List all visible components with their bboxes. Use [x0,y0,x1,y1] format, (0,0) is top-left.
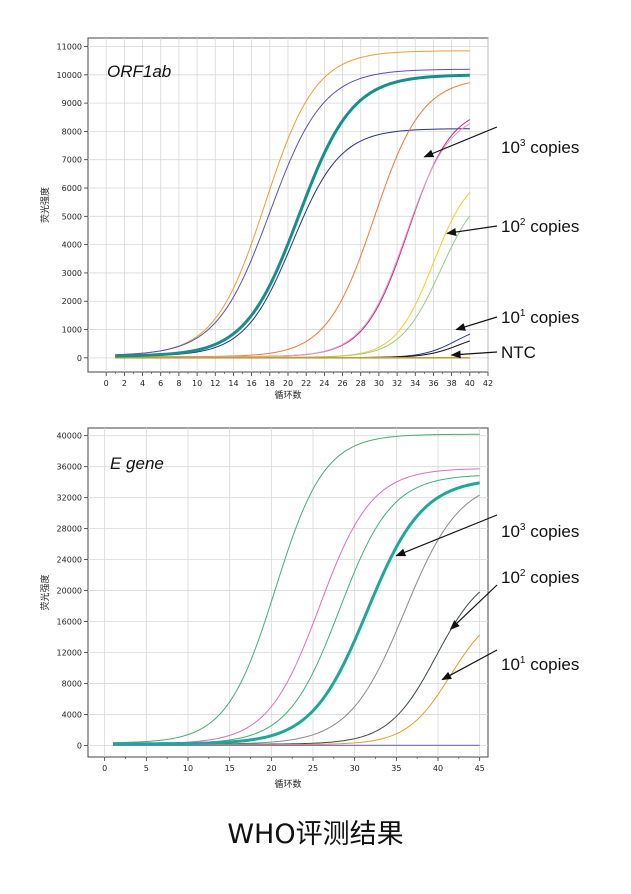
x-tick-label: 10 [183,764,193,773]
x-tick-label: 42 [483,379,493,388]
amplification-curve [115,123,471,358]
x-tick-label: 0 [102,764,107,773]
x-tick-label: 24 [319,379,329,388]
x-tick-label: 16 [247,379,257,388]
x-tick-label: 30 [374,379,384,388]
amplification-curve [112,433,480,744]
x-tick-label: 4 [140,379,145,388]
annotation-label: 101 copies [501,655,579,674]
chart-title: ORF1ab [107,62,171,81]
y-tick-label: 11000 [57,42,82,51]
y-tick-label: 32000 [57,494,82,503]
x-tick-label: 10 [192,379,202,388]
amplification-curve [113,481,480,746]
x-tick-label: 14 [228,379,238,388]
annotation-arrow [441,649,498,681]
y-tick-label: 16000 [57,618,82,627]
x-tick-label: 45 [475,764,485,773]
x-tick-label: 20 [283,379,293,388]
y-tick-label: 4000 [62,241,82,250]
amplification-curve [115,68,470,356]
y-tick-label: 0 [77,354,82,363]
annotation-arrow [446,225,498,236]
annotation-label: 102 copies [501,217,579,236]
x-tick-label: 34 [410,379,420,388]
y-tick-label: 24000 [57,556,82,565]
x-tick-label: 32 [392,379,402,388]
y-tick-label: 2000 [62,297,82,306]
y-tick-label: 36000 [57,463,82,472]
y-tick-label: 4000 [62,710,82,719]
x-tick-label: 40 [465,379,475,388]
y-tick-label: 0 [77,741,82,750]
x-tick-label: 12 [210,379,220,388]
y-tick-label: 6000 [62,184,82,193]
y-tick-label: 8000 [62,127,82,136]
annotation-label: 102 copies [501,568,579,587]
x-tick-label: 2 [122,379,127,388]
y-axis-label: 荧光强度 [39,187,51,223]
x-tick-label: 25 [308,764,318,773]
curves-group [112,433,481,746]
annotation-arrow [395,514,498,557]
figure-caption: WHO评测结果 [227,819,404,850]
x-tick-label: 20 [266,764,276,773]
annotation-arrow [455,316,498,331]
annotation-label: 103 copies [501,522,579,541]
y-tick-label: 3000 [62,269,82,278]
x-tick-label: 0 [104,379,109,388]
y-tick-label: 7000 [62,156,82,165]
annotation-label: 103 copies [501,138,579,157]
annotation-arrow [423,126,498,158]
annotation-label: NTC [501,343,536,362]
x-tick-label: 5 [144,764,149,773]
x-tick-label: 6 [158,379,163,388]
chart-title: E gene [110,454,164,473]
x-tick-label: 28 [356,379,366,388]
y-tick-label: 20000 [57,587,82,596]
y-tick-label: 28000 [57,525,82,534]
y-tick-label: 8000 [62,679,82,688]
annotation-arrow [449,584,498,630]
x-tick-label: 22 [301,379,311,388]
plot-frame [87,427,489,758]
chart-panel-2: 0 5 10 15 20 25 30 35 40 45 0 4000 8000 12000 16000 200… [39,427,579,790]
x-tick-label: 40 [433,764,443,773]
x-tick-label: 18 [265,379,275,388]
y-tick-label: 12000 [57,648,82,657]
y-axis-label: 荧光强度 [39,574,51,610]
y-tick-label: 40000 [57,432,82,441]
x-tick-label: 8 [176,379,181,388]
x-axis-label: 循环数 [274,778,301,790]
x-axis-label: 循环数 [274,389,301,401]
x-tick-label: 38 [447,379,457,388]
y-tick-label: 5000 [62,212,82,221]
x-tick-label: 26 [337,379,347,388]
x-tick-label: 36 [428,379,438,388]
chart-panel-1: 0 2 4 6 8 10 12 14 16 18 20 22 24 26 28 30 32 34 36 38 40 420… [39,37,579,401]
annotation-arrow [450,350,498,359]
x-tick-label: 30 [350,764,360,773]
y-tick-label: 10000 [57,71,82,80]
y-tick-label: 1000 [62,326,82,335]
annotation-label: 101 copies [501,308,579,327]
x-tick-label: 15 [225,764,235,773]
y-tick-label: 9000 [62,99,82,108]
x-tick-label: 35 [391,764,401,773]
amplification-curve [115,73,470,358]
curves-group [115,50,471,359]
